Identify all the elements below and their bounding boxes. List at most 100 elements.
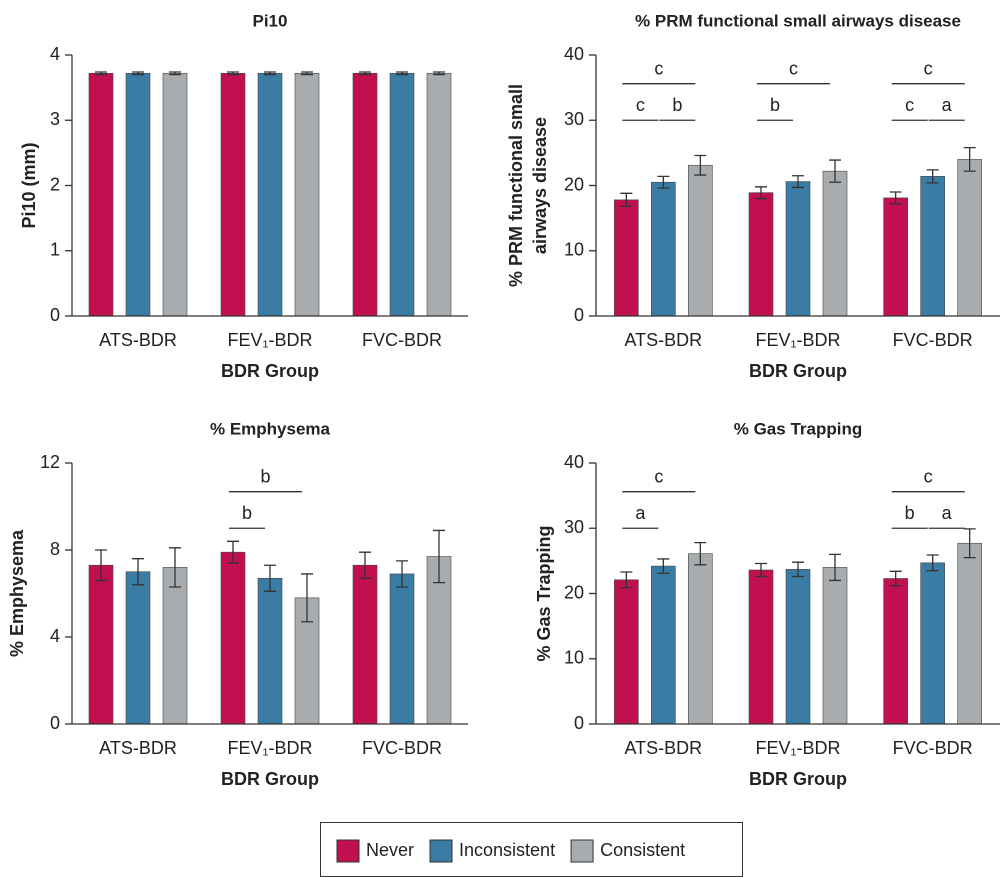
error-bar [889, 191, 902, 205]
bar [920, 176, 945, 317]
y-tick-label: 30 [564, 517, 584, 537]
bar [651, 181, 676, 317]
error-bar [657, 558, 670, 574]
y-tick-label: 2 [50, 174, 60, 194]
error-bar [792, 175, 804, 189]
x-tick-label: ATS-BDR [99, 738, 177, 758]
chart-title: Pi10 [253, 11, 288, 30]
y-tick-label: 40 [564, 452, 584, 472]
significance-label: a [635, 503, 646, 523]
significance-label: b [672, 95, 682, 115]
error-bar [889, 570, 902, 587]
legend-label: Consistent [600, 840, 685, 860]
chart-title: % PRM functional small airways disease [635, 11, 961, 30]
error-bar [301, 71, 313, 76]
bar [957, 159, 982, 317]
legend-box [320, 822, 743, 877]
bar [748, 569, 774, 725]
legend-swatch [336, 839, 360, 863]
legend-swatch [429, 839, 453, 863]
error-bar [227, 71, 239, 76]
significance-label: c [654, 466, 663, 486]
bar [220, 551, 246, 725]
bar [352, 564, 378, 725]
bar [957, 542, 982, 725]
error-bar [963, 147, 976, 172]
error-bar [396, 71, 408, 76]
error-bar [132, 71, 144, 76]
significance-label: c [924, 58, 933, 78]
error-bar [926, 169, 939, 184]
y-axis-label: % Emphysema [7, 529, 27, 657]
y-axis-label: % Gas Trapping [534, 525, 554, 661]
x-tick-label: ATS-BDR [624, 330, 702, 350]
significance-label: b [260, 466, 270, 486]
bar [614, 199, 639, 317]
bar [389, 573, 415, 725]
significance-label: c [789, 58, 798, 78]
error-bar [359, 71, 371, 76]
significance-label: c [636, 95, 645, 115]
error-bar [359, 551, 371, 579]
bar [294, 72, 320, 317]
x-tick-label: ATS-BDR [99, 330, 177, 350]
legend-label: Inconsistent [459, 840, 555, 860]
bar [426, 556, 452, 725]
bar [220, 72, 246, 317]
x-tick-label: FEV₁-BDR [755, 738, 840, 758]
error-bar [926, 554, 939, 572]
bar [88, 564, 114, 725]
bar [389, 72, 415, 317]
error-bar [755, 186, 767, 200]
y-tick-label: 1 [50, 240, 60, 260]
y-tick-label: 0 [50, 305, 60, 325]
significance-label: b [770, 95, 780, 115]
bar [257, 72, 283, 317]
bar [688, 164, 713, 317]
error-bar [301, 573, 313, 623]
y-tick-label: 30 [564, 109, 584, 129]
y-tick-label: 20 [564, 174, 584, 194]
x-tick-label: FEV₁-BDR [227, 330, 312, 350]
significance-label: c [654, 58, 663, 78]
y-tick-label: 10 [564, 648, 584, 668]
significance-label: a [942, 95, 953, 115]
error-bar [792, 561, 804, 578]
error-bar [95, 71, 107, 76]
bar [426, 72, 452, 317]
x-tick-label: FVC-BDR [362, 738, 442, 758]
bar [88, 72, 114, 317]
error-bar [963, 528, 976, 559]
y-tick-label: 4 [50, 44, 60, 64]
x-tick-label: FVC-BDR [362, 330, 442, 350]
y-tick-label: 4 [50, 626, 60, 646]
error-bar [264, 564, 276, 592]
bar [257, 577, 283, 725]
error-bar [95, 549, 107, 582]
bar [125, 571, 151, 725]
error-bar [169, 547, 181, 588]
error-bar [264, 71, 276, 76]
y-tick-label: 20 [564, 582, 584, 602]
x-tick-label: ATS-BDR [624, 738, 702, 758]
error-bar [755, 562, 767, 578]
bar [785, 569, 811, 725]
y-axis-label: Pi10 (mm) [19, 142, 39, 228]
bar [162, 72, 188, 317]
significance-label: c [924, 466, 933, 486]
bar [883, 578, 908, 725]
bar [822, 170, 848, 317]
bar [352, 72, 378, 317]
y-tick-label: 10 [564, 240, 584, 260]
y-tick-label: 3 [50, 109, 60, 129]
legend-swatch [570, 839, 594, 863]
bar [785, 181, 811, 317]
y-tick-label: 40 [564, 44, 584, 64]
x-tick-label: FEV₁-BDR [227, 738, 312, 758]
bar [748, 192, 774, 317]
error-bar [829, 553, 841, 582]
chart-title: % Emphysema [210, 419, 331, 438]
x-axis-label: BDR Group [221, 769, 319, 789]
y-tick-label: 0 [574, 713, 584, 733]
y-axis-label: % PRM functional small [506, 84, 526, 287]
